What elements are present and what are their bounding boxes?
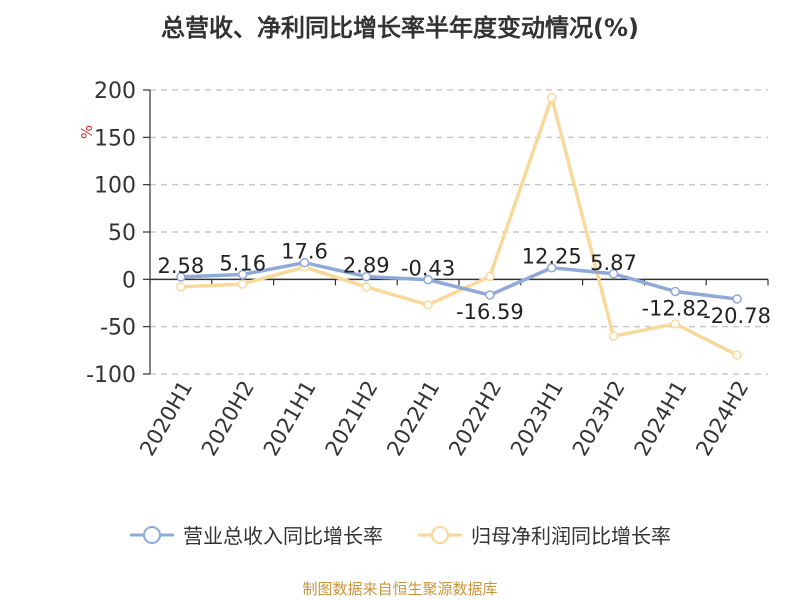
- x-tick-label: 2024H2: [691, 377, 753, 461]
- data-point: [237, 269, 248, 280]
- data-point: [546, 92, 557, 103]
- data-label: 5.16: [219, 251, 266, 275]
- x-tick-label: 2022H1: [382, 376, 444, 460]
- x-tick-label: 2022H2: [444, 377, 506, 461]
- data-point: [361, 271, 372, 282]
- data-point: [732, 294, 742, 304]
- data-point: [176, 282, 186, 292]
- data-label: 2.89: [343, 254, 390, 278]
- y-tick-label: 150: [94, 126, 136, 151]
- grid: [150, 89, 768, 375]
- data-point: [732, 350, 742, 360]
- legend-label-revenue: 营业总收入同比增长率: [183, 524, 383, 548]
- legend-line-marker-icon: [418, 525, 462, 544]
- x-tick-label: 2024H1: [630, 377, 692, 461]
- data-point: [361, 282, 372, 292]
- x-tick-label: 2021H2: [321, 377, 383, 461]
- data-point: [546, 262, 557, 273]
- x-tick-label: 2020H1: [135, 377, 197, 461]
- data-label: 5.87: [590, 251, 637, 275]
- y-unit-label: %: [78, 125, 96, 139]
- data-point: [485, 290, 495, 300]
- data-point: [176, 272, 186, 282]
- data-point: [670, 286, 681, 297]
- y-tick-label: 200: [94, 79, 136, 104]
- data-label: -0.43: [401, 257, 455, 281]
- data-point: [237, 279, 248, 289]
- data-source-note: 制图数据来自恒生聚源数据库: [302, 580, 498, 598]
- data-label: 17.6: [281, 240, 328, 264]
- data-label: 2.58: [158, 254, 205, 278]
- data-point: [423, 274, 433, 285]
- series-lines: [176, 92, 742, 360]
- y-tick-label: 100: [94, 174, 136, 199]
- x-tick-label: 2023H2: [568, 377, 630, 461]
- series-line: [179, 95, 739, 357]
- legend-line-marker-icon: [130, 525, 174, 544]
- y-tick-label: -50: [100, 316, 136, 341]
- x-tick-label: 2023H1: [506, 377, 568, 461]
- data-labels: 2.58 5.16 17.6 2.89 -0.43-16.59 12.25 5.87-12.…: [158, 240, 771, 328]
- y-tick-label: 50: [108, 221, 136, 246]
- data-point: [485, 271, 495, 282]
- chart-title: 总营收、净利同比增长率半年度变动情况(%): [161, 14, 639, 42]
- legend: 营业总收入同比增长率 归母净利润同比增长率: [0, 520, 800, 549]
- data-label: 12.25: [522, 245, 582, 269]
- data-point: [670, 319, 681, 329]
- x-tick-label: 2021H1: [259, 377, 321, 461]
- legend-item-net-profit[interactable]: 归母净利润同比增长率: [417, 520, 671, 549]
- data-label: -12.82: [641, 296, 709, 320]
- data-point: [608, 331, 619, 341]
- x-tick-label: 2020H2: [197, 377, 259, 461]
- data-point: [608, 269, 619, 279]
- data-point: [299, 257, 310, 268]
- data-label: -20.78: [703, 304, 771, 328]
- y-tick-label: 0: [122, 268, 136, 293]
- series-line: [179, 260, 739, 301]
- legend-label-net-profit: 归母净利润同比增长率: [471, 524, 671, 548]
- data-point: [423, 300, 433, 310]
- y-tick-label: -100: [86, 363, 136, 388]
- legend-item-revenue[interactable]: 营业总收入同比增长率: [129, 520, 383, 549]
- data-label: -16.59: [456, 300, 524, 324]
